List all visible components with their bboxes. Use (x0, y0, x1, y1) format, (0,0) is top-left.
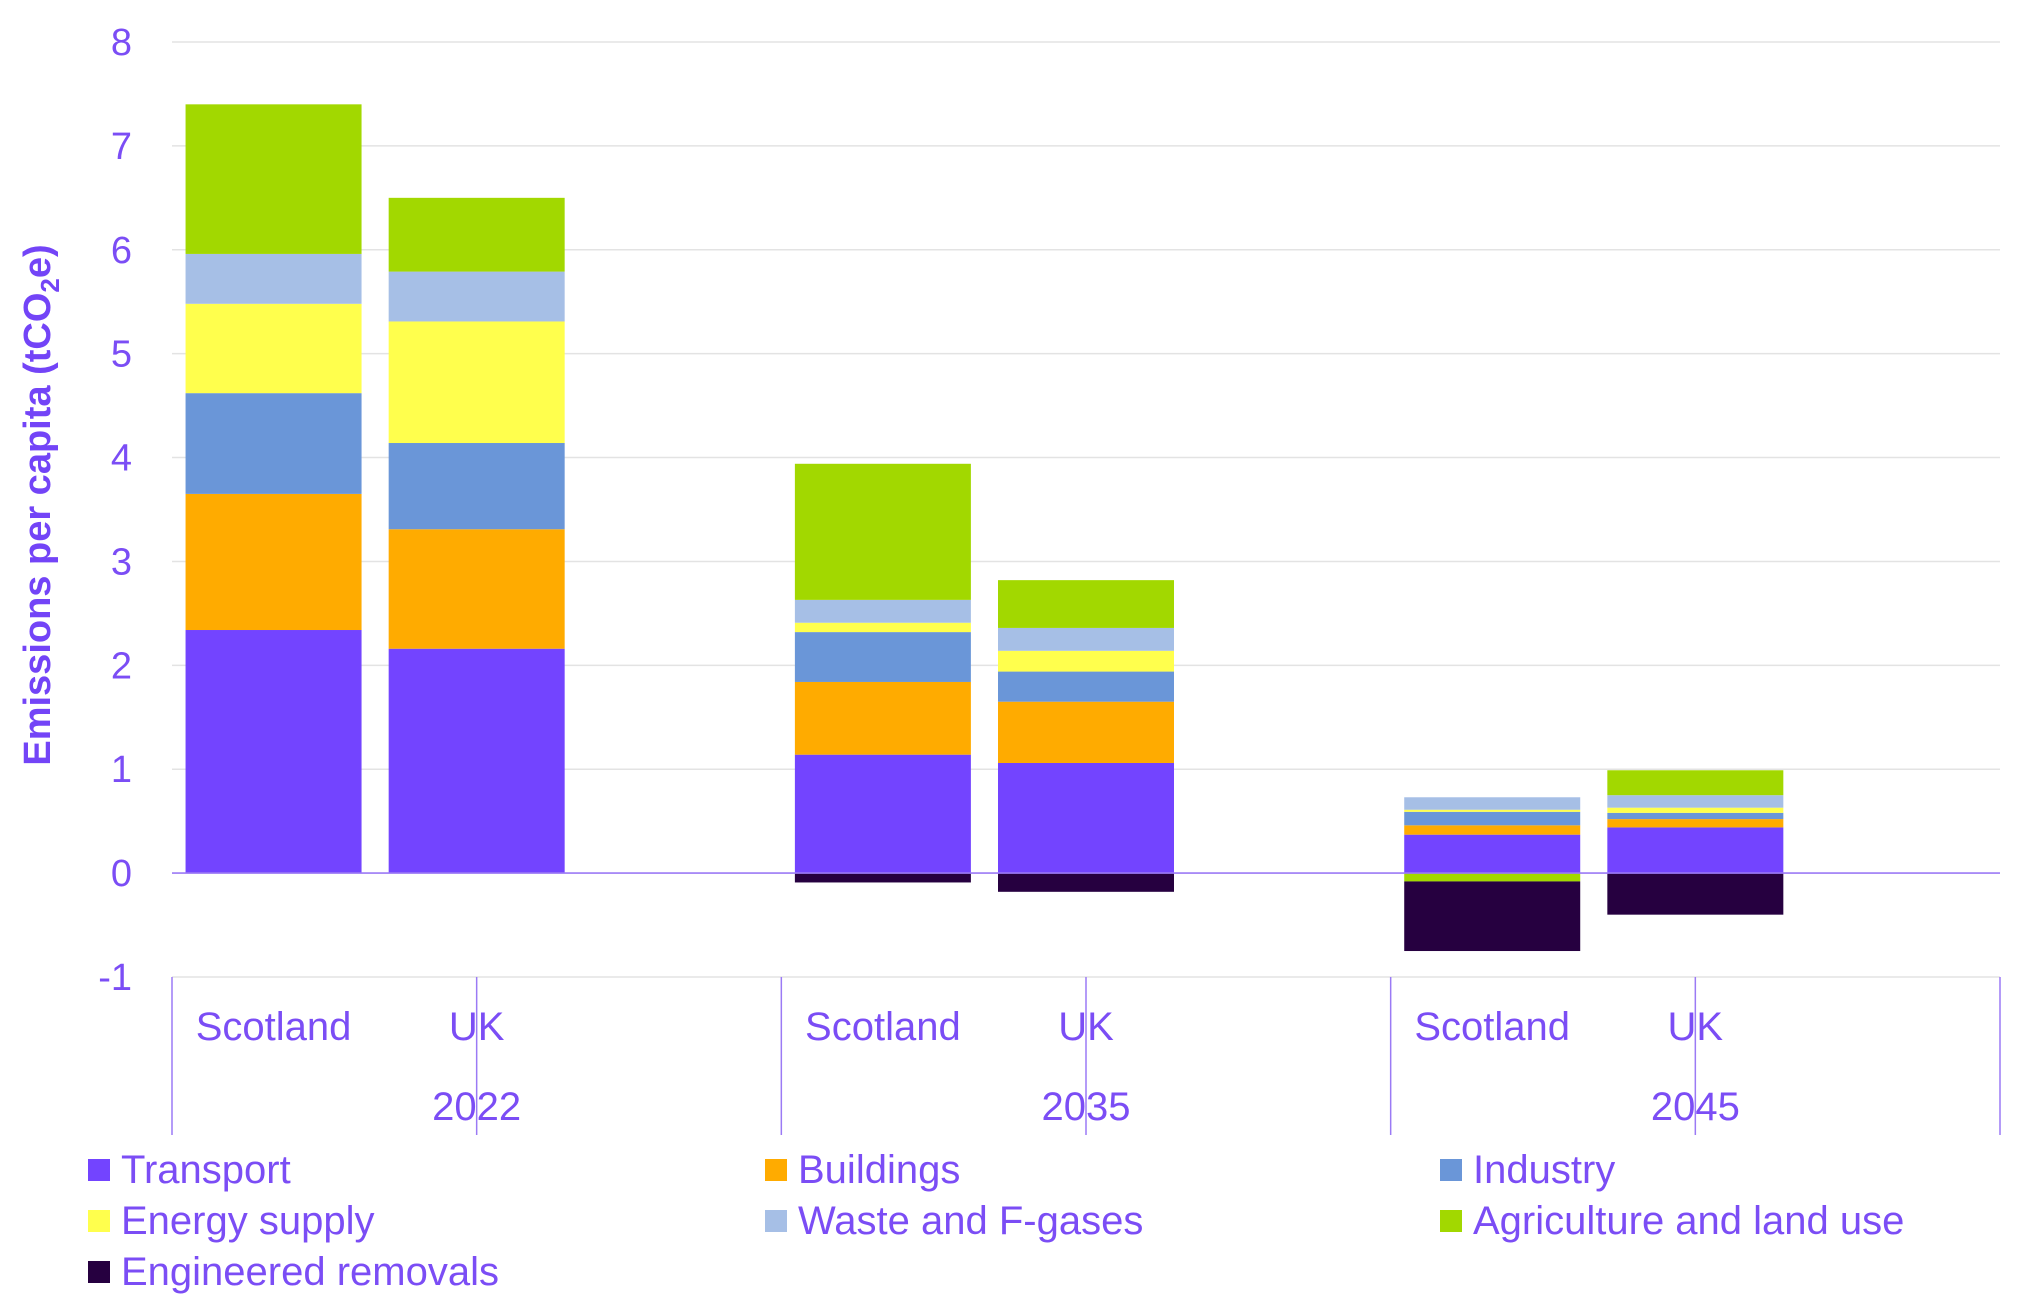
legend-swatch (765, 1210, 787, 1232)
category-label: Scotland (1414, 1005, 1570, 1049)
bar-segment (388, 321, 565, 444)
bar-segment (1404, 811, 1581, 826)
group-label: 2035 (1042, 1085, 1131, 1129)
category-label: Scotland (805, 1005, 961, 1049)
y-tick-label: 3 (111, 541, 132, 583)
legend-swatch (88, 1261, 110, 1283)
group-label: 2045 (1651, 1085, 1740, 1129)
bar-segment (998, 580, 1174, 628)
y-tick-label: 2 (111, 645, 132, 687)
bar-segment (998, 873, 1174, 892)
legend: Transport Buildings Industry Energy supply W… (88, 1148, 1904, 1294)
bar-segment (1607, 795, 1784, 808)
bar-segment (1404, 797, 1581, 810)
bar-segment (1404, 825, 1581, 835)
y-axis-ticks: -1 0 1 2 3 4 5 6 7 8 (98, 22, 132, 999)
y-tick-label: -1 (98, 957, 132, 999)
y-tick-label: 5 (111, 334, 132, 376)
category-axis: Scotland UK Scotland UK Scotland UK 2022 2035 20… (171, 977, 2001, 1135)
bar-segment (794, 622, 971, 633)
y-tick-label: 4 (111, 438, 132, 480)
bars (172, 104, 2000, 952)
bar-segment (794, 632, 971, 682)
category-label: UK (1058, 1005, 1114, 1049)
bar-segment (1404, 809, 1581, 812)
legend-swatch (1440, 1210, 1462, 1232)
legend-label: Engineered removals (121, 1250, 499, 1294)
bar-segment (185, 303, 362, 394)
legend-label: Buildings (798, 1148, 960, 1192)
legend-label: Transport (121, 1148, 291, 1192)
bar-segment (388, 529, 565, 649)
bar-segment (794, 681, 971, 755)
legend-swatch (765, 1159, 787, 1181)
legend-label: Energy supply (121, 1199, 374, 1243)
bar-segment (1404, 881, 1581, 952)
bar-segment (998, 701, 1174, 763)
bar-segment (1404, 834, 1581, 874)
bar-segment (1404, 873, 1581, 882)
legend-swatch (88, 1210, 110, 1232)
bar-segment (1607, 812, 1784, 820)
y-axis-title-subscript: 2 (35, 278, 65, 292)
category-label: UK (449, 1005, 505, 1049)
bar-segment (794, 463, 971, 600)
legend-label: Waste and F-gases (798, 1199, 1143, 1243)
bar-segment (185, 253, 362, 304)
y-tick-label: 1 (111, 749, 132, 791)
bar-segment (998, 762, 1174, 874)
y-tick-label: 7 (111, 126, 132, 168)
category-label: UK (1668, 1005, 1724, 1049)
bar-segment (388, 648, 565, 874)
y-axis-title: Emissions per capita (tCO2e) (17, 244, 65, 765)
bar-segment (185, 393, 362, 494)
bar-segment (1607, 770, 1784, 796)
category-label: Scotland (196, 1005, 352, 1049)
bar-segment (998, 650, 1174, 672)
y-tick-label: 8 (111, 22, 132, 64)
bar-segment (388, 271, 565, 322)
bar-segment (1607, 827, 1784, 874)
group-label: 2022 (432, 1085, 521, 1129)
bar-segment (185, 104, 362, 254)
legend-swatch (88, 1159, 110, 1181)
legend-label: Agriculture and land use (1473, 1199, 1904, 1243)
bar-segment (794, 754, 971, 874)
legend-label: Industry (1473, 1148, 1615, 1192)
bar-segment (388, 197, 565, 272)
y-axis-title-main: Emissions per capita (tCO (17, 293, 59, 766)
bar-segment (1607, 819, 1784, 828)
y-axis-title-end: e) (17, 244, 59, 278)
y-tick-label: 0 (111, 853, 132, 895)
y-tick-label: 6 (111, 230, 132, 272)
bar-segment (185, 493, 362, 631)
bar-segment (794, 873, 971, 883)
bar-segment (998, 671, 1174, 702)
bar-segment (1607, 807, 1784, 813)
bar-segment (794, 599, 971, 623)
legend-swatch (1440, 1159, 1462, 1181)
bar-segment (185, 630, 362, 874)
bar-segment (998, 627, 1174, 651)
bar-segment (388, 443, 565, 530)
bar-segment (1607, 873, 1784, 915)
